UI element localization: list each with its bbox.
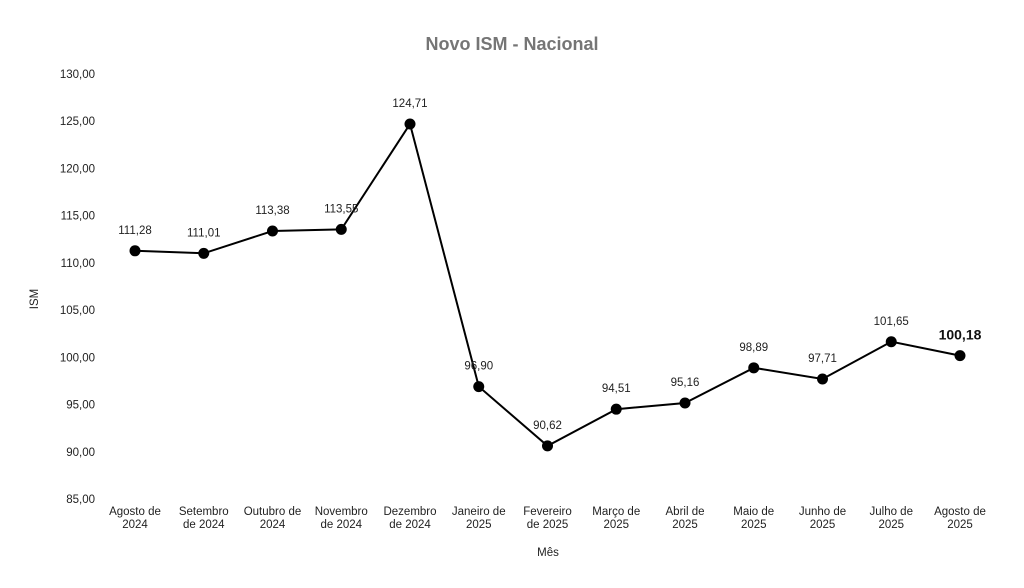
data-label: 94,51 — [602, 383, 631, 395]
x-tick-label: Dezembro de 2024 — [383, 506, 436, 531]
x-tick-label: Fevereiro de 2025 — [523, 506, 572, 531]
x-tick-label: Julho de 2025 — [870, 506, 913, 531]
x-tick-label: Abril de 2025 — [666, 506, 705, 531]
data-point — [885, 336, 897, 348]
x-tick-label: Setembro de 2024 — [179, 506, 229, 531]
data-label: 101,65 — [874, 316, 909, 328]
x-axis-label: Mês — [537, 547, 559, 559]
data-labels: 111,28 111,01 113,38 113,55 124,71 96,90 90,62… — [118, 98, 981, 432]
data-point — [748, 362, 760, 374]
x-tick-labels: Agosto de 2024 Setembro de 2024 Outubro de 20… — [109, 506, 986, 531]
data-label: 113,55 — [324, 203, 358, 215]
data-label: 97,71 — [808, 353, 837, 365]
chart-title: Novo ISM - Nacional — [425, 34, 598, 54]
data-point — [817, 373, 828, 385]
data-points — [129, 118, 966, 452]
data-point — [473, 381, 485, 393]
data-label: 100,18 — [939, 327, 982, 343]
data-point — [267, 225, 278, 237]
data-point — [129, 245, 141, 257]
y-tick-label: 130,00 — [60, 69, 95, 81]
data-label: 124,71 — [392, 98, 427, 110]
data-label: 90,62 — [533, 420, 562, 432]
data-label: 96,90 — [464, 361, 493, 373]
data-point — [542, 440, 553, 452]
y-tick-label: 110,00 — [61, 258, 95, 270]
y-tick-labels: 85,00 90,00 95,00 100,00 105,00 110,00 115,00 1… — [60, 69, 95, 506]
y-tick-label: 120,00 — [60, 163, 95, 175]
y-tick-label: 100,00 — [60, 352, 95, 364]
data-label: 95,16 — [671, 377, 700, 389]
y-tick-label: 95,00 — [66, 400, 95, 412]
x-tick-label: Novembro de 2024 — [315, 506, 368, 531]
y-tick-label: 115,00 — [61, 211, 95, 223]
y-tick-label: 105,00 — [60, 305, 95, 317]
data-point — [954, 350, 966, 362]
x-tick-label: Junho de 2025 — [799, 506, 846, 531]
data-point — [404, 118, 416, 130]
x-tick-label: Outubro de 2024 — [244, 506, 302, 531]
data-label: 111,28 — [118, 225, 151, 237]
data-label: 98,89 — [739, 342, 768, 354]
data-label: 113,38 — [255, 205, 289, 217]
series-line — [134, 121, 961, 448]
data-point — [610, 403, 622, 415]
x-tick-label: Maio de 2025 — [733, 506, 774, 531]
data-point — [335, 223, 347, 235]
y-tick-label: 85,00 — [66, 494, 95, 506]
y-tick-label: 90,00 — [66, 447, 95, 459]
x-tick-label: Agosto de 2024 — [109, 506, 161, 531]
y-axis-label: ISM — [29, 289, 41, 309]
data-label: 111,01 — [187, 227, 220, 239]
data-point — [198, 247, 210, 259]
data-point — [679, 397, 691, 409]
x-tick-label: Janeiro de 2025 — [452, 506, 506, 531]
x-tick-label: Março de 2025 — [592, 506, 640, 531]
y-tick-label: 125,00 — [60, 116, 95, 128]
x-tick-label: Agosto de 2025 — [934, 506, 986, 531]
